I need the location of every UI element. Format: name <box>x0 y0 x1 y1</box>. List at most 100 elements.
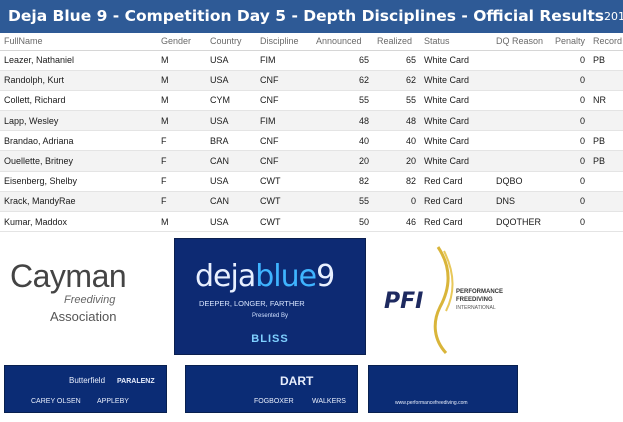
pfi-line3: INTERNATIONAL <box>456 305 496 311</box>
cell-realized: 55 <box>373 90 420 112</box>
cell-discipline: CWT <box>256 211 312 233</box>
cell-gender: M <box>157 70 206 91</box>
cell-country: USA <box>206 70 256 91</box>
cayman-freediving-logo: Cayman Freediving Association <box>4 258 162 330</box>
cell-record <box>589 70 623 91</box>
cell-realized: 40 <box>373 130 420 152</box>
cayman-logo-word: Cayman <box>10 258 127 294</box>
cell-status: White Card <box>420 50 492 71</box>
cell-status: White Card <box>420 90 492 112</box>
cell-record: PB <box>589 130 623 152</box>
cell-penalty: 0 <box>551 70 589 91</box>
sponsor-banner: www.performancefreediving.com <box>368 365 518 413</box>
cell-name: Randolph, Kurt <box>0 70 157 91</box>
sponsor-banner: Butterfield PARALENZ CAREY OLSEN APPLEBY <box>4 365 167 413</box>
cayman-logo-line2: Association <box>50 309 117 324</box>
sponsor-name: Butterfield <box>69 376 106 385</box>
cell-gender: F <box>157 191 206 213</box>
pfi-swirl-icon <box>433 246 454 355</box>
cell-status: White Card <box>420 130 492 152</box>
pfi-logo: PFI PERFORMANCE FREEDIVING INTERNATIONAL <box>380 245 520 355</box>
cell-status: Red Card <box>420 211 492 233</box>
deja-blue-tagline: DEEPER, LONGER, FARTHER <box>199 299 305 308</box>
cell-realized: 20 <box>373 150 420 172</box>
cell-country: USA <box>206 110 256 132</box>
column-header[interactable]: Status <box>420 33 492 51</box>
cell-record: NR <box>589 90 623 112</box>
table-row[interactable]: Collett, Richard M CYM CNF 55 55 White Card 0 NR <box>0 90 623 112</box>
cell-name: Ouellette, Britney <box>0 150 157 172</box>
cell-name: Kumar, Maddox <box>0 211 157 233</box>
column-header[interactable]: FullName <box>0 33 157 51</box>
sponsor-url: www.performancefreediving.com <box>395 400 468 406</box>
cayman-logo-line1: Freediving <box>64 294 116 306</box>
cell-realized: 48 <box>373 110 420 132</box>
blue-text: blue <box>255 259 317 294</box>
table-row[interactable]: Lapp, Wesley M USA FIM 48 48 White Card 0 <box>0 110 623 132</box>
cell-announced: 20 <box>312 150 373 172</box>
cell-name: Brandao, Adriana <box>0 130 157 152</box>
cell-penalty: 0 <box>551 150 589 172</box>
column-header[interactable]: Gender <box>157 33 206 51</box>
cell-country: USA <box>206 171 256 192</box>
sponsor-name: APPLEBY <box>97 398 129 405</box>
pfi-line1: PERFORMANCE <box>456 289 504 295</box>
table-row[interactable]: Kumar, Maddox M USA CWT 50 46 Red Card DQOTHER 0 <box>0 211 623 233</box>
table-row[interactable]: Ouellette, Britney F CAN CNF 20 20 White Card 0… <box>0 150 623 172</box>
cell-announced: 62 <box>312 70 373 91</box>
cell-record <box>589 110 623 132</box>
cell-dq <box>492 110 551 132</box>
table-row[interactable]: Eisenberg, Shelby F USA CWT 82 82 Red Card DQBO… <box>0 171 623 192</box>
cell-country: CYM <box>206 90 256 112</box>
table-row[interactable]: Krack, MandyRae F CAN CWT 55 0 Red Card DNS 0 <box>0 191 623 213</box>
cell-country: BRA <box>206 130 256 152</box>
table-row[interactable]: Brandao, Adriana F BRA CNF 40 40 White Card 0 PB <box>0 130 623 152</box>
results-table: FullName Gender Country Discipline Annou… <box>0 33 623 233</box>
table-header-row: FullName Gender Country Discipline Annou… <box>0 33 623 51</box>
column-header[interactable]: Announced <box>312 33 373 51</box>
cell-dq <box>492 130 551 152</box>
cell-discipline: CNF <box>256 70 312 91</box>
cell-name: Krack, MandyRae <box>0 191 157 213</box>
cell-discipline: CNF <box>256 130 312 152</box>
sponsor-name: CAREY OLSEN <box>31 398 81 405</box>
pfi-line2: FREEDIVING <box>456 297 493 303</box>
cell-discipline: CWT <box>256 191 312 213</box>
cell-announced: 55 <box>312 90 373 112</box>
table-row[interactable]: Randolph, Kurt M USA CNF 62 62 White Card 0 <box>0 70 623 91</box>
cell-discipline: CNF <box>256 150 312 172</box>
sponsor-banner: DART FOGBOXER WALKERS <box>185 365 358 413</box>
cell-dq <box>492 70 551 91</box>
cell-dq: DNS <box>492 191 551 213</box>
pfi-mark: PFI <box>384 289 424 314</box>
cell-penalty: 0 <box>551 191 589 213</box>
column-header[interactable]: Discipline <box>256 33 312 51</box>
cell-realized: 82 <box>373 171 420 192</box>
presented-by-label: Presented By <box>251 313 289 319</box>
sponsor-name: PARALENZ <box>117 378 155 385</box>
cell-announced: 40 <box>312 130 373 152</box>
sponsor-name: FOGBOXER <box>254 398 294 405</box>
column-header[interactable]: DQ Reason <box>492 33 551 51</box>
page-title: Deja Blue 9 - Competition Day 5 - Depth … <box>8 7 605 25</box>
column-header[interactable]: Record <box>589 33 623 51</box>
cell-realized: 0 <box>373 191 420 213</box>
cell-dq: DQOTHER <box>492 211 551 233</box>
cell-realized: 65 <box>373 50 420 71</box>
cell-gender: M <box>157 211 206 233</box>
cell-gender: M <box>157 90 206 112</box>
column-header[interactable]: Realized <box>373 33 420 51</box>
bliss-sponsor-label: BLISS <box>251 333 289 345</box>
cell-name: Collett, Richard <box>0 90 157 112</box>
column-header[interactable]: Country <box>206 33 256 51</box>
cell-country: USA <box>206 50 256 71</box>
cell-record: PB <box>589 150 623 172</box>
cell-name: Eisenberg, Shelby <box>0 171 157 192</box>
table-row[interactable]: Leazer, Nathaniel M USA FIM 65 65 White Card 0 P… <box>0 50 623 71</box>
cell-realized: 46 <box>373 211 420 233</box>
cell-record <box>589 171 623 192</box>
cell-penalty: 0 <box>551 90 589 112</box>
page-title-bar: Deja Blue 9 - Competition Day 5 - Depth … <box>0 0 623 33</box>
cell-name: Leazer, Nathaniel <box>0 50 157 71</box>
column-header[interactable]: Penalty <box>551 33 589 51</box>
